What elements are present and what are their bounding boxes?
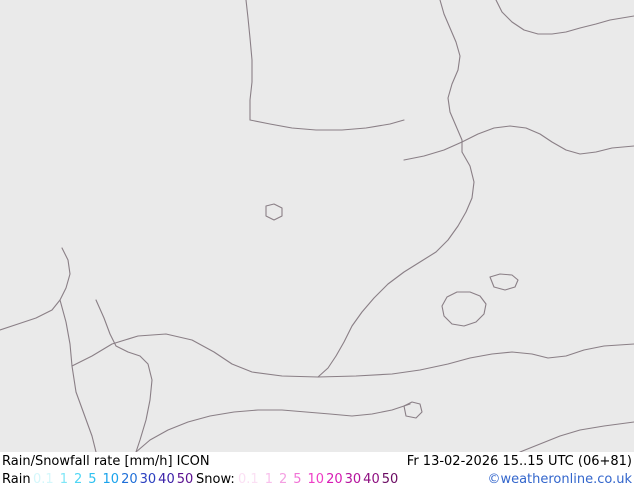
scale-step-2: 2 xyxy=(278,472,288,487)
scale-step-10: 10 xyxy=(102,472,120,487)
scale-step-1: 1 xyxy=(264,472,273,487)
scale-step-30: 30 xyxy=(139,472,157,487)
scale-step-40: 40 xyxy=(363,472,380,487)
rain-colour-scale: 0.1 1 2 5 10 20 30 40 50 xyxy=(32,470,194,489)
scale-step-0.1: 0.1 xyxy=(238,472,259,487)
scale-step-20: 20 xyxy=(326,472,343,487)
scale-step-2: 2 xyxy=(73,472,83,487)
rain-scale-label: Rain xyxy=(2,472,31,487)
scale-step-5: 5 xyxy=(293,472,302,487)
country-borders-overlay xyxy=(0,0,634,452)
scale-step-50: 50 xyxy=(381,472,399,487)
page-title: Rain/Snowfall rate [mm/h] ICON xyxy=(2,454,210,469)
scale-step-50: 50 xyxy=(176,472,194,487)
model-run-timestamp: Fr 13-02-2026 15..15 UTC (06+81) xyxy=(406,454,632,469)
scale-row: Rain 0.1 1 2 5 10 20 30 40 50 Snow: 0.1 1 2 5 10 20 30… xyxy=(0,470,634,489)
snow-colour-scale: 0.1 1 2 5 10 20 30 40 50 xyxy=(237,470,399,489)
copyright-link[interactable]: ©weatheronline.co.uk xyxy=(487,472,632,487)
scale-step-40: 40 xyxy=(158,472,175,487)
scale-step-30: 30 xyxy=(344,472,362,487)
scale-step-0.1: 0.1 xyxy=(33,472,54,487)
scale-step-5: 5 xyxy=(88,472,97,487)
map-area[interactable] xyxy=(0,0,634,452)
scale-step-10: 10 xyxy=(307,472,325,487)
scale-step-20: 20 xyxy=(121,472,138,487)
title-row: Rain/Snowfall rate [mm/h] ICON Fr 13-02-… xyxy=(0,452,634,471)
legend-footer: Rain/Snowfall rate [mm/h] ICON Fr 13-02-… xyxy=(0,452,634,490)
snow-scale-label: Snow: xyxy=(196,472,235,487)
scale-step-1: 1 xyxy=(59,472,68,487)
